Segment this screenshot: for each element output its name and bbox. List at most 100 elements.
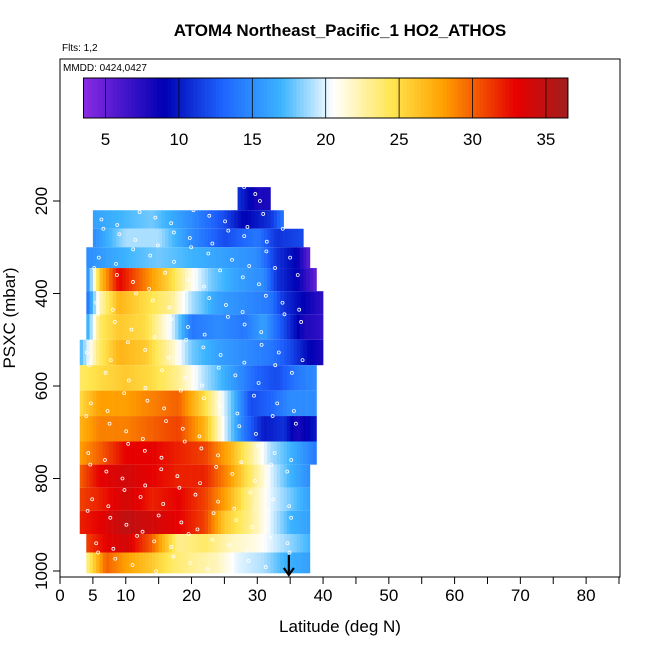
heatmap-cell — [125, 365, 130, 391]
colorbar-segment — [406, 78, 411, 118]
heatmap-cell — [283, 487, 288, 511]
heatmap-cell — [207, 339, 212, 366]
heatmap-cell — [198, 365, 202, 391]
sample-point — [186, 532, 191, 536]
heatmap-cell — [221, 365, 225, 391]
heatmap-cell — [161, 291, 166, 315]
heatmap-cell — [267, 416, 271, 442]
heatmap-cell — [155, 416, 159, 442]
heatmap-cell — [198, 291, 202, 315]
heatmap-cell — [309, 314, 314, 340]
heatmap-cell — [260, 416, 265, 442]
sample-point — [156, 513, 161, 518]
heatmap-cell — [227, 416, 232, 442]
sample-point — [218, 353, 223, 357]
heatmap-cell — [191, 534, 196, 553]
heatmap-cell — [135, 339, 140, 366]
heatmap-cell — [224, 291, 228, 315]
sample-point — [140, 529, 145, 534]
heatmap-cell — [165, 339, 169, 366]
colorbar-segment — [160, 78, 165, 118]
heatmap-cell — [191, 268, 196, 292]
heatmap-cell — [83, 510, 87, 535]
sample-point — [103, 458, 107, 462]
sample-point — [143, 348, 148, 352]
sample-point — [239, 460, 244, 465]
heatmap-cell — [204, 247, 209, 269]
heatmap-cell — [168, 441, 173, 465]
heatmap-cell — [214, 268, 219, 292]
heatmap-cell — [109, 291, 113, 315]
heatmap-cell — [273, 552, 278, 574]
heatmap-cell — [244, 314, 248, 340]
heatmap-cell — [86, 441, 90, 465]
heatmap-cell — [254, 416, 258, 442]
heatmap-cell — [293, 291, 298, 315]
heatmap-cell — [250, 441, 255, 465]
heatmap-cell — [138, 441, 143, 465]
sample-point — [187, 236, 192, 240]
heatmap-cell — [89, 365, 94, 391]
heatmap-cell — [138, 487, 143, 511]
heatmap-cell — [181, 552, 186, 574]
heatmap-cell — [293, 534, 298, 553]
heatmap-cell — [247, 268, 252, 292]
heatmap-cell — [119, 339, 123, 366]
sample-point — [179, 520, 184, 525]
sample-point — [263, 565, 268, 569]
heatmap-cell — [237, 487, 242, 511]
colorbar-segment — [120, 78, 125, 118]
heatmap-cell — [178, 365, 182, 391]
sample-point — [138, 495, 143, 499]
heatmap-cell — [270, 534, 275, 553]
y-axis-tick-label: 1000 — [32, 552, 51, 590]
heatmap-cell — [102, 210, 107, 229]
heatmap-cell — [303, 441, 307, 465]
heatmap-cell — [115, 228, 120, 248]
heatmap-cell — [283, 228, 288, 248]
heatmap-cell — [158, 390, 163, 417]
heatmap-cell — [161, 510, 166, 535]
heatmap-cell — [201, 210, 205, 229]
heatmap-cell — [148, 441, 153, 465]
heatmap-cell — [96, 487, 100, 511]
heatmap-cell — [158, 464, 163, 488]
heatmap-cell — [102, 552, 107, 574]
heatmap-cell — [142, 390, 146, 417]
sample-point — [114, 273, 119, 277]
heatmap-cell — [184, 464, 189, 488]
heatmap-cell — [106, 390, 110, 417]
heatmap-cell — [142, 210, 146, 229]
heatmap-cell — [290, 464, 294, 488]
colorbar-segment — [351, 78, 356, 118]
heatmap-cell — [142, 534, 146, 553]
heatmap-cell — [201, 339, 205, 366]
colorbar-segment — [244, 78, 250, 118]
heatmap-cell — [234, 552, 238, 574]
heatmap-cell — [89, 510, 94, 535]
heatmap-cell — [204, 534, 209, 553]
sample-point — [193, 492, 198, 497]
heatmap-cell — [152, 210, 156, 229]
heatmap-cell — [257, 510, 261, 535]
heatmap-cell — [145, 365, 150, 391]
heatmap-cell — [237, 510, 242, 535]
heatmap-cell — [99, 552, 104, 574]
heatmap-cell — [201, 441, 205, 465]
heatmap-cell — [178, 339, 182, 366]
heatmap-cell — [86, 268, 90, 292]
heatmap-cell — [273, 291, 278, 315]
heatmap-cell — [171, 314, 176, 340]
heatmap-cell — [138, 228, 143, 248]
heatmap-cell — [188, 487, 192, 511]
heatmap-cell — [303, 552, 307, 574]
profile-strip — [92, 228, 304, 248]
sample-point — [112, 320, 117, 324]
heatmap-cell — [250, 210, 255, 229]
sample-point — [124, 522, 129, 527]
heatmap-cell — [204, 390, 209, 417]
colorbar-segment — [219, 78, 224, 118]
heatmap-cell — [125, 228, 130, 248]
heatmap-cell — [254, 210, 258, 229]
heatmap-cell — [119, 247, 123, 269]
